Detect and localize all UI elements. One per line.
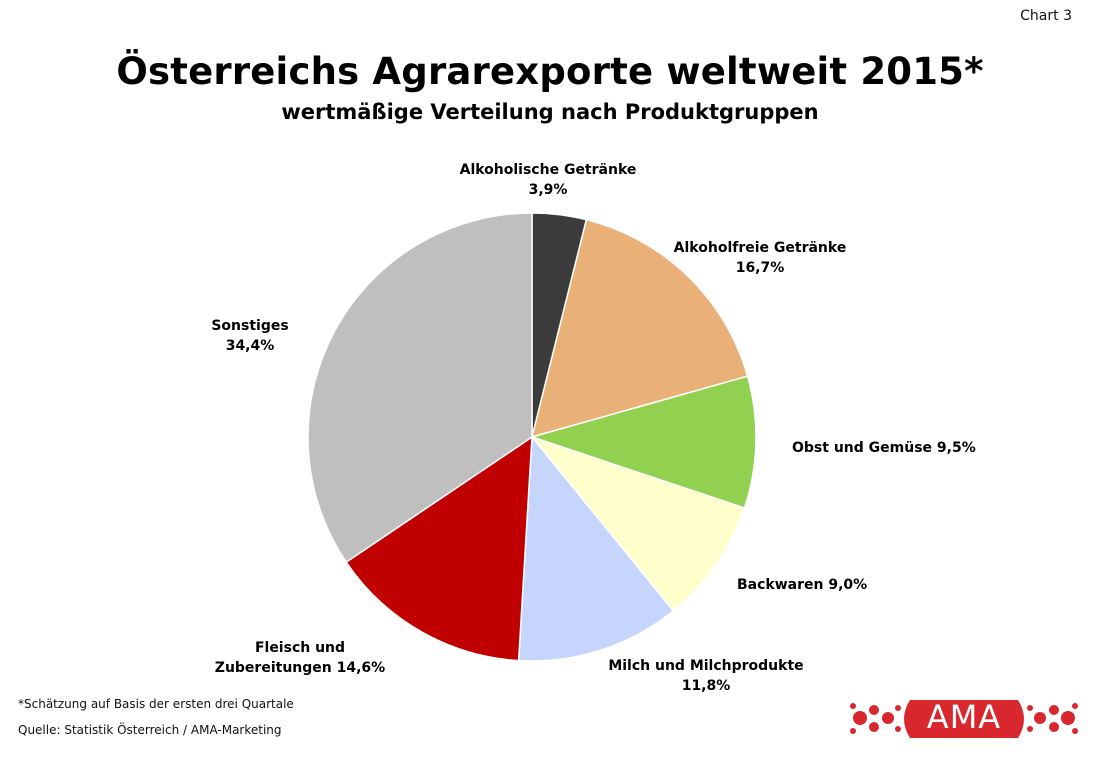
label-milch: Milch und Milchprodukte 11,8% <box>596 656 816 696</box>
label-sonstiges-name: Sonstiges <box>211 318 289 334</box>
label-obst-und-gemuese-name: Obst und Gemüse <box>792 440 933 456</box>
label-alkoholfreie-getraenke-value: 16,7% <box>735 260 785 276</box>
label-alkoholische-getraenke: Alkoholische Getränke 3,9% <box>448 160 648 200</box>
pie-slice-backwaren <box>529 435 746 612</box>
source-note: Quelle: Statistik Österreich / AMA-Marke… <box>18 723 282 737</box>
label-milch-value: 11,8% <box>681 678 731 694</box>
label-obst-und-gemuese-value: 9,5% <box>936 440 976 456</box>
ama-logo-graphic <box>850 700 1078 738</box>
label-backwaren: Backwaren 9,0% <box>737 575 867 595</box>
label-backwaren-value: 9,0% <box>828 577 868 593</box>
logo-badge <box>904 700 1024 738</box>
pie-slice-obst-und-gemüse <box>529 375 757 509</box>
label-milch-name: Milch und Milchprodukte <box>608 658 804 674</box>
chart-number: Chart 3 <box>1020 8 1072 24</box>
chart-subtitle: wertmäßige Verteilung nach Produktgruppe… <box>281 100 819 124</box>
footnote: *Schätzung auf Basis der ersten drei Qua… <box>18 697 294 711</box>
label-fleisch: Fleisch und Zubereitungen 14,6% <box>214 640 386 676</box>
label-alkoholfreie-getraenke-name: Alkoholfreie Getränke <box>673 240 847 256</box>
label-obst-und-gemuese: Obst und Gemüse 9,5% <box>792 438 976 458</box>
label-sonstiges: Sonstiges 34,4% <box>190 316 310 356</box>
ama-logo: AMA <box>848 694 1080 744</box>
chart-title: Österreichs Agrarexporte weltweit 2015* <box>116 50 984 93</box>
label-sonstiges-value: 34,4% <box>225 338 275 354</box>
label-alkoholfreie-getraenke: Alkoholfreie Getränke 16,7% <box>660 238 860 278</box>
label-alkoholische-getraenke-name: Alkoholische Getränke <box>459 162 637 178</box>
ornament-right-icon <box>1027 703 1078 734</box>
label-alkoholische-getraenke-value: 3,9% <box>528 182 568 198</box>
label-backwaren-name: Backwaren <box>737 577 824 593</box>
pie-slice-alkoholfreie-getränke <box>530 218 749 439</box>
pie-slice-fleisch-und-zubereitungen <box>345 435 533 662</box>
pie-slice-milch-und-milchprodukte <box>517 435 675 662</box>
ornament-left-icon <box>850 703 901 734</box>
logo-text: AMA <box>926 698 1002 736</box>
pie-slice-sonstiges <box>307 212 533 564</box>
